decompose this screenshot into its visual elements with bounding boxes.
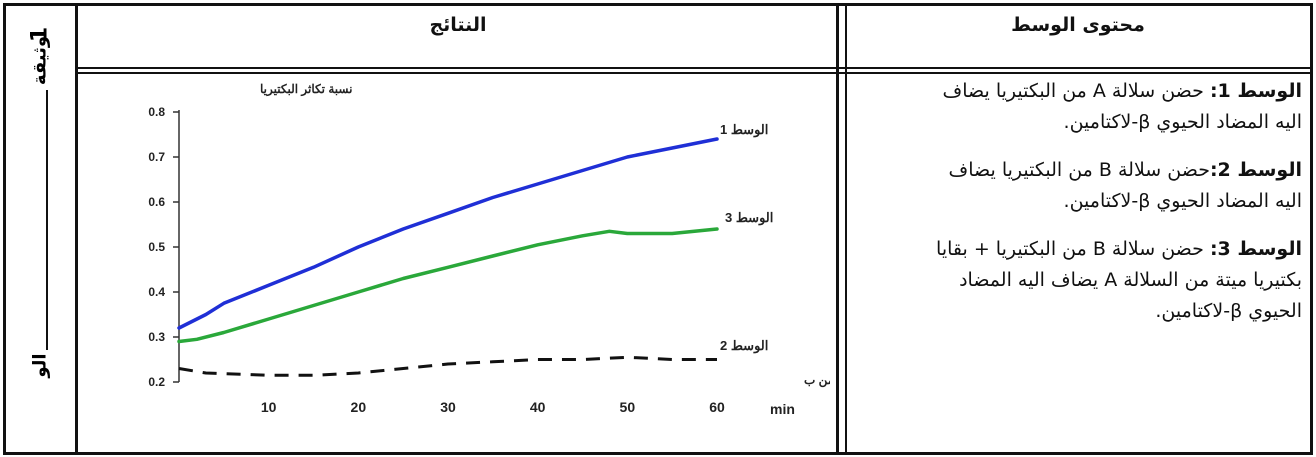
y-tick-label: 0.8 — [148, 105, 165, 119]
y-tick-label: 0.5 — [148, 240, 165, 254]
medium-2: الوسط 2:حضن سلالة B من البكتيريا يضاف ال… — [852, 155, 1302, 217]
border-bottom — [3, 452, 1313, 455]
medium-2-title: الوسط 2: — [1209, 159, 1302, 181]
series-label-3: الوسط 2 — [720, 338, 768, 354]
document-word-top: وثيقة — [29, 35, 51, 86]
growth-chart: 0.2 0.3 0.4 0.5 0.6 0.7 0.8 10 20 30 40 50 60 نسبة تك… — [148, 82, 830, 417]
side-underline — [46, 90, 48, 350]
series-line-2 — [177, 227, 719, 344]
medium-2-text-2: اليه المضاد الحيوي β-لاكتامين. — [1063, 190, 1302, 212]
divider-main-column — [836, 3, 839, 455]
border-top — [3, 3, 1313, 6]
medium-1-text-2: اليه المضاد الحيوي β-لاكتامين. — [1063, 111, 1302, 133]
medium-1: الوسط 1: حضن سلالة A من البكتيريا يضاف ا… — [852, 76, 1302, 138]
divider-main-column-inner — [845, 3, 847, 455]
x-tick-label: 10 — [261, 399, 277, 415]
x-axis-label: الزمن ب — [804, 373, 830, 388]
medium-1-title: الوسط 1: — [1209, 80, 1302, 102]
series-line-3 — [178, 355, 717, 377]
series-label-1: الوسط 1 — [720, 122, 768, 138]
y-tick-label: 0.2 — [148, 375, 165, 389]
medium-content-header: محتوى الوسط — [1011, 14, 1145, 36]
medium-descriptions: الوسط 1: حضن سلالة A من البكتيريا يضاف ا… — [852, 76, 1302, 327]
medium-1-text-1: حضن سلالة A من البكتيريا يضاف — [942, 80, 1204, 102]
document-word-bottom: الو — [29, 353, 51, 378]
series-line-1 — [177, 137, 719, 330]
x-tick-label: 20 — [351, 399, 367, 415]
y-tick-label: 0.6 — [148, 195, 165, 209]
medium-2-line-1: الوسط 2:حضن سلالة B من البكتيريا يضاف — [852, 155, 1302, 186]
border-right — [1310, 3, 1313, 455]
y-tick-label: 0.3 — [148, 330, 165, 344]
x-tick-label: 30 — [440, 399, 456, 415]
divider-header-row — [78, 67, 1310, 69]
x-axis-unit: min — [770, 401, 795, 417]
medium-3-text-2: بكتيريا ميتة من السلالة A يضاف اليه المض… — [959, 269, 1302, 291]
divider-header-row-inner — [78, 72, 1310, 74]
divider-side-column — [75, 3, 78, 455]
medium-3-text-3: الحيوي β-لاكتامين. — [1155, 300, 1302, 322]
series-label-2: الوسط 3 — [725, 210, 773, 226]
medium-2-text-1: حضن سلالة B من البكتيريا يضاف — [948, 159, 1210, 181]
medium-3-line-1: الوسط 3: حضن سلالة B من البكتيريا + بقاي… — [852, 234, 1302, 265]
x-tick-label: 40 — [530, 399, 546, 415]
y-tick-label: 0.7 — [148, 150, 165, 164]
y-tick-label: 0.4 — [148, 285, 165, 299]
medium-1-line-1: الوسط 1: حضن سلالة A من البكتيريا يضاف — [852, 76, 1302, 107]
y-axis-label: نسبة تكاثر البكتيريا — [260, 82, 352, 97]
medium-3-text-1: حضن سلالة B من البكتيريا + بقايا — [936, 238, 1204, 260]
results-header: النتائج — [429, 14, 487, 36]
border-left — [3, 3, 6, 455]
medium-3: الوسط 3: حضن سلالة B من البكتيريا + بقاي… — [852, 234, 1302, 327]
x-tick-label: 60 — [709, 399, 725, 415]
medium-3-title: الوسط 3: — [1209, 238, 1302, 260]
x-tick-label: 50 — [620, 399, 636, 415]
